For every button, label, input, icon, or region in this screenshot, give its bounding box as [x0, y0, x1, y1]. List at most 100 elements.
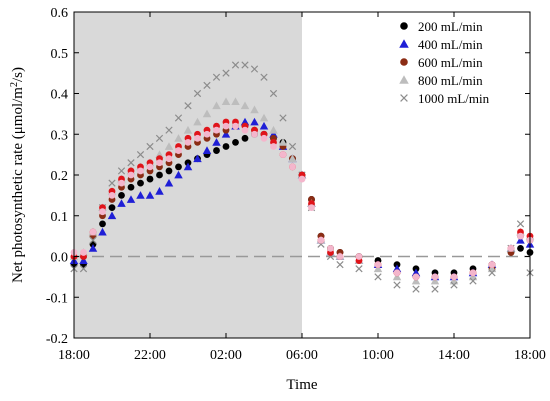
data-point	[288, 142, 297, 151]
data-point	[107, 211, 117, 220]
data-point	[193, 154, 202, 163]
data-point	[289, 163, 296, 171]
data-point	[516, 235, 525, 244]
data-point	[221, 97, 231, 106]
x-tick-label: 14:00	[438, 348, 470, 363]
data-point	[488, 269, 496, 277]
data-point	[98, 227, 107, 236]
data-point	[155, 134, 164, 142]
data-point	[259, 113, 269, 122]
data-point	[118, 191, 125, 199]
data-point	[183, 162, 193, 171]
data-point	[469, 269, 477, 277]
data-point	[136, 151, 145, 159]
legend-label: 800 mL/min	[418, 73, 483, 88]
y-tick-label: 0.3	[51, 128, 69, 143]
data-point	[241, 126, 249, 134]
data-point	[156, 171, 163, 179]
data-point	[336, 253, 344, 260]
data-point	[393, 281, 401, 289]
y-tick-label: 0.4	[51, 88, 69, 103]
series-unlabeled-6	[70, 122, 534, 281]
data-point	[450, 281, 458, 289]
data-point	[317, 236, 325, 244]
data-point	[355, 253, 363, 260]
data-point	[118, 179, 125, 187]
legend-marker	[400, 94, 408, 102]
data-point	[412, 285, 420, 293]
data-point	[411, 276, 421, 285]
data-point	[108, 204, 116, 212]
data-point	[193, 89, 202, 98]
legend-label: 1000 mL/min	[418, 91, 490, 106]
data-point	[127, 171, 135, 179]
data-point	[431, 285, 439, 293]
data-point	[355, 265, 363, 273]
x-tick-label: 22:00	[134, 348, 166, 363]
data-point	[222, 122, 230, 130]
data-point	[184, 102, 192, 110]
data-point	[183, 125, 193, 134]
data-point	[278, 138, 288, 146]
legend: 200 mL/min 400 mL/min 600 mL/min 800 mL/min…	[399, 19, 490, 106]
data-point	[145, 191, 155, 199]
data-point	[507, 244, 515, 252]
data-point	[212, 138, 221, 146]
legend-marker	[400, 22, 408, 30]
data-point	[79, 265, 88, 273]
data-point	[146, 142, 154, 151]
data-point	[212, 101, 221, 110]
data-point	[241, 134, 249, 142]
data-points	[69, 61, 535, 293]
x-tick-label: 18:00	[514, 348, 546, 363]
data-point	[127, 183, 135, 191]
data-point	[194, 134, 201, 142]
legend-label: 200 mL/min	[418, 19, 483, 34]
data-point	[89, 236, 97, 244]
data-point	[202, 109, 212, 118]
data-point	[431, 273, 439, 281]
data-point	[517, 232, 524, 240]
data-point	[155, 187, 164, 195]
data-point	[240, 101, 250, 110]
data-point	[213, 126, 220, 134]
x-axis-title: Time	[286, 377, 317, 393]
x-axis: 18:00 22:00 02:00 06:00 10:00 14:00 18:00	[58, 12, 546, 363]
data-point	[231, 97, 240, 106]
data-point	[79, 256, 88, 264]
data-point	[259, 121, 269, 130]
x-tick-label: 10:00	[362, 348, 394, 363]
data-point	[241, 61, 249, 69]
data-point	[270, 143, 277, 150]
data-point	[117, 167, 126, 175]
data-point	[279, 151, 287, 159]
legend-marker	[399, 75, 409, 84]
data-point	[213, 147, 220, 154]
data-point	[412, 273, 420, 281]
data-point	[202, 146, 212, 154]
data-point	[469, 277, 477, 285]
data-point	[127, 159, 135, 167]
data-point	[393, 269, 401, 277]
data-point	[260, 134, 268, 142]
data-point	[88, 244, 98, 252]
data-point	[232, 122, 239, 130]
data-point	[117, 199, 126, 207]
data-point	[374, 273, 382, 281]
x-tick-label: 18:00	[58, 348, 90, 363]
data-point	[80, 249, 87, 256]
data-point	[269, 89, 278, 98]
data-point	[164, 142, 174, 150]
data-point	[231, 61, 240, 69]
data-point	[279, 114, 287, 122]
data-point	[108, 191, 116, 199]
legend-label: 600 mL/min	[418, 55, 483, 70]
data-point	[99, 208, 106, 216]
data-point	[203, 81, 211, 89]
y-axis-title: Net photosynthetic rate (μmol/m2/s)	[9, 67, 27, 283]
y-tick-label: 0.0	[51, 251, 69, 266]
data-point	[184, 139, 192, 146]
data-point	[156, 159, 163, 167]
data-point	[260, 73, 268, 81]
data-point	[203, 130, 211, 138]
